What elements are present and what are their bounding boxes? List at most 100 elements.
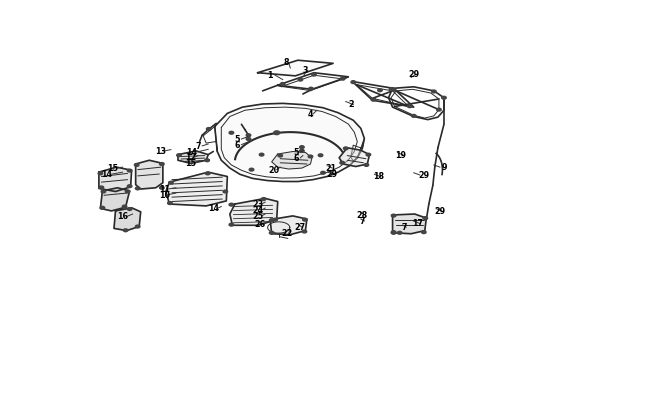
Polygon shape — [100, 188, 129, 211]
Circle shape — [312, 74, 317, 77]
Circle shape — [168, 182, 173, 185]
Text: 10: 10 — [159, 190, 170, 199]
Circle shape — [300, 146, 304, 149]
Text: 29: 29 — [408, 70, 419, 79]
Circle shape — [160, 187, 164, 190]
Text: 14: 14 — [208, 204, 219, 213]
Circle shape — [408, 106, 412, 108]
Text: 14: 14 — [101, 170, 112, 179]
Polygon shape — [114, 208, 140, 231]
Text: 28: 28 — [357, 210, 368, 219]
Text: 21: 21 — [325, 164, 336, 173]
Circle shape — [321, 172, 325, 175]
Text: 20: 20 — [268, 165, 280, 174]
Circle shape — [246, 138, 251, 141]
Circle shape — [309, 88, 313, 91]
Text: 16: 16 — [117, 212, 128, 221]
Text: 8: 8 — [284, 58, 290, 67]
Polygon shape — [178, 151, 208, 164]
Polygon shape — [214, 104, 365, 182]
Polygon shape — [339, 148, 369, 167]
Circle shape — [98, 173, 103, 175]
Circle shape — [229, 132, 233, 135]
Circle shape — [261, 198, 266, 201]
Circle shape — [124, 229, 128, 232]
Circle shape — [223, 191, 227, 194]
Circle shape — [125, 191, 130, 194]
Polygon shape — [272, 152, 312, 170]
Text: 27: 27 — [295, 222, 306, 232]
Circle shape — [378, 90, 382, 92]
Text: 29: 29 — [434, 206, 445, 215]
Circle shape — [308, 156, 313, 158]
Circle shape — [160, 163, 164, 166]
Text: 29: 29 — [418, 171, 430, 179]
Circle shape — [99, 187, 103, 190]
Text: 23: 23 — [252, 199, 263, 209]
Circle shape — [303, 219, 307, 222]
Circle shape — [437, 109, 441, 112]
Text: 12: 12 — [185, 153, 197, 162]
Circle shape — [127, 185, 132, 188]
Circle shape — [246, 134, 251, 137]
Text: 5: 5 — [294, 148, 299, 157]
Text: 13: 13 — [155, 146, 166, 156]
Circle shape — [135, 226, 140, 228]
Circle shape — [302, 230, 307, 233]
Polygon shape — [270, 216, 307, 235]
Circle shape — [341, 78, 345, 81]
Text: 1: 1 — [267, 70, 273, 80]
Circle shape — [229, 224, 233, 226]
Text: 19: 19 — [396, 150, 407, 159]
Circle shape — [269, 232, 274, 234]
Circle shape — [278, 155, 283, 158]
Text: 15: 15 — [185, 159, 196, 168]
Circle shape — [298, 79, 303, 82]
Text: 24: 24 — [252, 205, 263, 214]
Circle shape — [274, 132, 280, 135]
Text: 6: 6 — [294, 153, 299, 162]
Circle shape — [273, 219, 278, 222]
Circle shape — [229, 204, 233, 207]
Text: 29: 29 — [326, 170, 338, 179]
Circle shape — [318, 154, 323, 157]
Circle shape — [391, 89, 396, 92]
Text: 14: 14 — [187, 148, 198, 157]
Circle shape — [442, 97, 446, 100]
Text: 25: 25 — [252, 211, 263, 220]
Circle shape — [281, 83, 285, 86]
Circle shape — [366, 154, 370, 157]
Circle shape — [391, 231, 396, 234]
Circle shape — [259, 154, 264, 157]
Circle shape — [177, 154, 181, 157]
Circle shape — [397, 232, 402, 234]
Circle shape — [249, 169, 254, 172]
Circle shape — [371, 99, 376, 102]
Text: 17: 17 — [412, 219, 423, 228]
Polygon shape — [393, 215, 426, 234]
Polygon shape — [166, 173, 228, 207]
Text: 7: 7 — [359, 216, 365, 225]
Circle shape — [127, 208, 132, 211]
Polygon shape — [230, 199, 278, 226]
Text: 4: 4 — [307, 110, 313, 119]
Circle shape — [391, 215, 396, 217]
Text: 5: 5 — [235, 134, 240, 143]
Circle shape — [122, 206, 127, 209]
Circle shape — [389, 88, 394, 91]
Text: 26: 26 — [255, 220, 266, 228]
Polygon shape — [99, 168, 131, 192]
Circle shape — [423, 217, 428, 220]
Text: 15: 15 — [107, 164, 118, 173]
Text: 18: 18 — [373, 172, 384, 181]
Circle shape — [351, 81, 356, 84]
Circle shape — [300, 150, 304, 153]
Text: 11: 11 — [159, 184, 170, 194]
Circle shape — [391, 232, 396, 234]
Circle shape — [101, 191, 106, 194]
Circle shape — [343, 147, 348, 150]
Circle shape — [127, 170, 132, 173]
Circle shape — [205, 173, 210, 175]
Circle shape — [205, 160, 209, 162]
Circle shape — [135, 164, 139, 167]
